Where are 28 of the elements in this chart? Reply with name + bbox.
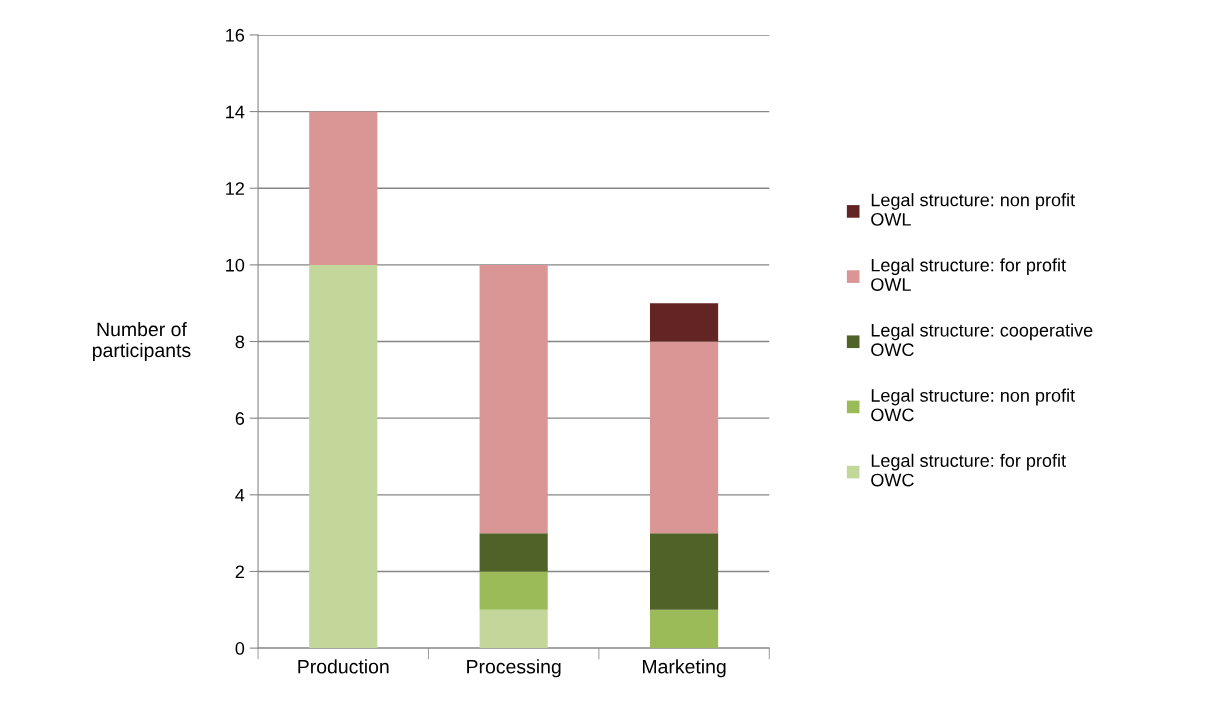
bar — [649, 609, 719, 649]
bar — [309, 264, 378, 649]
x-tick-label: Marketing — [642, 659, 726, 678]
bar — [649, 533, 719, 610]
y-tick-label: 10 — [226, 258, 245, 272]
x-tick-label: Production — [298, 659, 389, 674]
bar — [649, 303, 719, 342]
bar — [479, 264, 548, 534]
x-tick-label: Processing — [467, 659, 561, 678]
bar — [479, 571, 548, 610]
y-tick-label: 12 — [226, 182, 244, 195]
legend-label: Legal structure: non profit OWC — [871, 388, 1075, 422]
legend-label: Legal structure: for profit OWC — [871, 453, 1066, 487]
y-tick-label: 4 — [235, 488, 245, 502]
y-axis-title: Number of participants — [92, 321, 191, 362]
legend-label: Legal structure: non profit OWL — [871, 193, 1075, 226]
y-tick-label: 2 — [235, 565, 244, 579]
y-tick-label: 8 — [235, 335, 245, 349]
y-tick-label: 14 — [226, 105, 245, 119]
y-tick-label: 6 — [235, 412, 245, 425]
bar — [479, 609, 548, 649]
bar — [649, 341, 719, 534]
bar — [479, 533, 548, 572]
legend-label: Legal structure: cooperative OWC — [871, 323, 1093, 357]
legend-label: Legal structure: for profit OWL — [871, 258, 1066, 291]
bar — [309, 111, 378, 265]
y-tick-label: 0 — [235, 642, 245, 655]
y-tick-label: 16 — [226, 28, 245, 42]
